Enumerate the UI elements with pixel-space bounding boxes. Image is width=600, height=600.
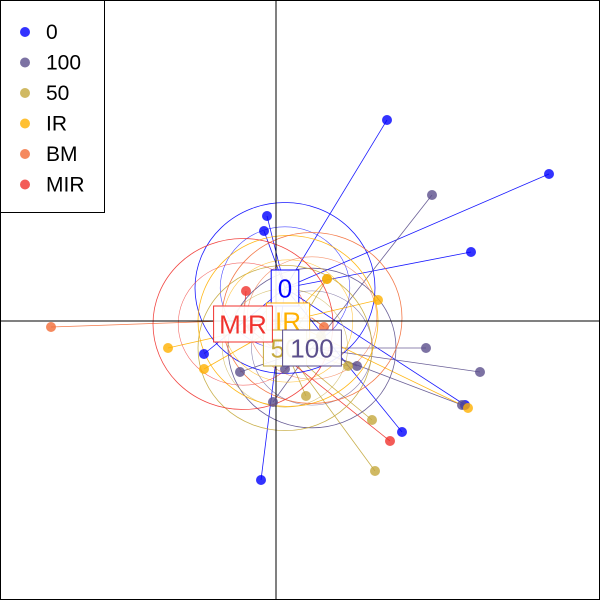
legend-marker-MIR [20, 179, 30, 190]
legend-label-50: 50 [46, 82, 69, 105]
points-layer [46, 115, 554, 485]
legend-item-MIR: MIR [20, 174, 85, 197]
point-50-3 [343, 361, 353, 371]
legend-item-50: 50 [20, 82, 69, 105]
point-MIR-0 [385, 436, 395, 446]
point-50-4 [301, 391, 311, 401]
legend-item-100: 100 [20, 52, 81, 75]
group-label-0: 0 [270, 269, 300, 307]
point-0-1 [544, 169, 554, 179]
spoke-0-1 [284, 173, 550, 289]
point-50-0 [370, 466, 380, 476]
point-0-4 [259, 226, 269, 236]
legend-marker-0 [20, 27, 30, 37]
point-0-7 [256, 475, 266, 485]
legend-label-100: 100 [46, 52, 81, 75]
group-label-box [282, 329, 342, 367]
legend-label-IR: IR [46, 113, 67, 136]
group-label-box [213, 305, 273, 343]
legend-label-BM: BM [46, 143, 78, 166]
group-label-MIR: MIR [213, 305, 273, 343]
point-100-4 [268, 397, 278, 407]
legend-item-BM: BM [20, 143, 78, 166]
legend-marker-IR [20, 118, 30, 129]
ellipse-MIR [152, 238, 334, 410]
point-100-0 [427, 190, 437, 200]
point-0-6 [397, 427, 407, 437]
legend-item-IR: IR [20, 113, 67, 136]
point-MIR-2 [241, 286, 251, 296]
point-IR-2 [163, 343, 173, 353]
legend-marker-BM [20, 149, 30, 159]
point-100-2 [475, 367, 485, 377]
point-50-1 [367, 415, 377, 425]
point-IR-1 [463, 403, 473, 413]
point-100-1 [421, 343, 431, 353]
point-0-3 [262, 211, 272, 221]
legend-item-0: 0 [20, 21, 58, 44]
ellipse-50 [197, 264, 373, 432]
legend: 0 100 50 IR BM MIR [0, 0, 105, 213]
point-100-5 [235, 367, 245, 377]
point-0-8 [199, 349, 209, 359]
point-IR-0 [373, 295, 383, 305]
spoke-0-5 [284, 287, 466, 406]
point-IR-4 [322, 274, 332, 284]
group-label-box [270, 269, 300, 307]
group-labels-layer: 0IR50100MIR [213, 269, 342, 367]
point-0-0 [382, 115, 392, 125]
group-label-100: 100 [282, 329, 342, 367]
group-label-text: 100 [290, 333, 333, 363]
point-100-3 [352, 361, 362, 371]
spoke-0-0 [284, 119, 388, 289]
spoke-100-0 [311, 194, 433, 349]
legend-label-MIR: MIR [46, 174, 85, 197]
spoke-50-0 [284, 347, 376, 472]
legend-box [0, 0, 105, 213]
legend-marker-100 [20, 57, 30, 68]
point-BM-0 [46, 322, 56, 332]
group-label-text: MIR [219, 309, 267, 339]
legend-label-0: 0 [46, 21, 58, 44]
ellipse-inner-100 [251, 290, 373, 406]
legend-marker-50 [20, 88, 30, 98]
point-0-2 [466, 247, 476, 257]
point-IR-3 [199, 364, 209, 374]
spoke-0-2 [284, 251, 472, 289]
group-label-text: 0 [278, 273, 292, 303]
